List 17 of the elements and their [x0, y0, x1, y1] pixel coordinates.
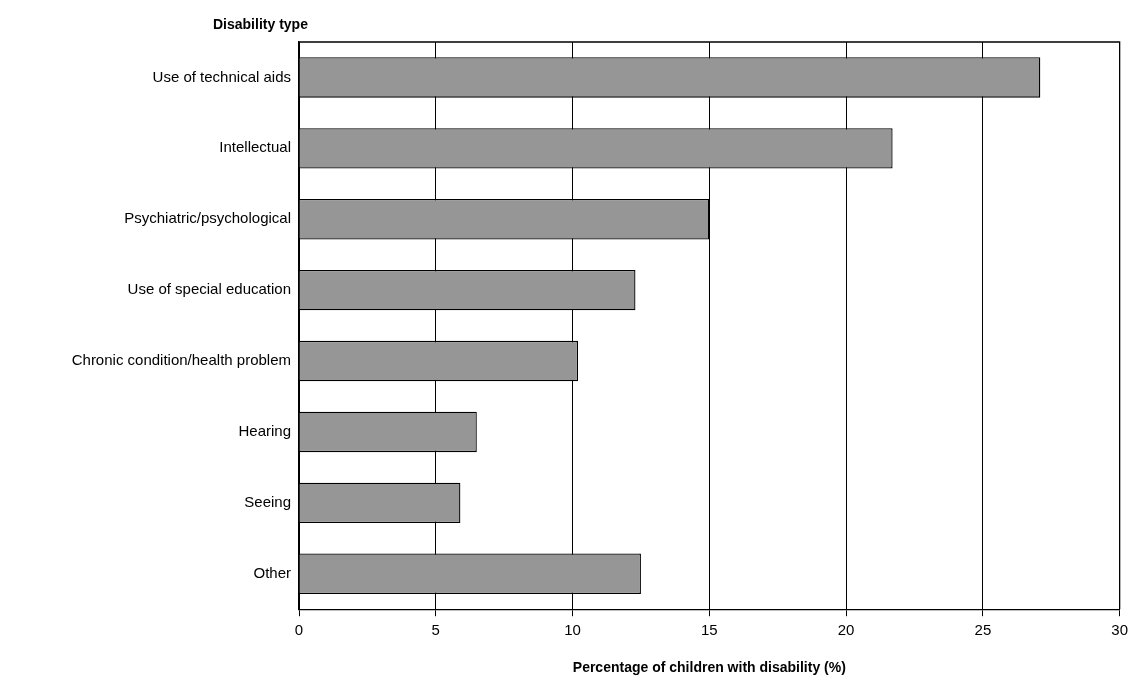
- y-axis-title: Disability type: [213, 15, 309, 32]
- x-tick-label: 0: [294, 621, 304, 639]
- y-tick-label: Other: [253, 563, 291, 581]
- y-tick-label: Use of technical aids: [152, 67, 291, 85]
- y-tick-label: Hearing: [238, 422, 291, 440]
- x-tick-label: 30: [1111, 621, 1128, 639]
- x-tick-label: 15: [700, 621, 718, 639]
- y-tick-label: Psychiatric/psychological: [124, 209, 291, 227]
- x-tick-label: 20: [837, 621, 855, 639]
- y-tick-label: Seeing: [244, 492, 291, 510]
- y-tick-label: Chronic condition/health problem: [71, 351, 291, 369]
- y-tick-label: Intellectual: [219, 138, 291, 156]
- x-tick-label: 25: [974, 621, 992, 639]
- x-tick-label: 5: [431, 621, 440, 639]
- x-axis-title: Percentage of children with disability (%): [572, 659, 846, 676]
- y-tick-label: Use of special education: [127, 280, 291, 298]
- x-tick-label: 10: [564, 621, 581, 639]
